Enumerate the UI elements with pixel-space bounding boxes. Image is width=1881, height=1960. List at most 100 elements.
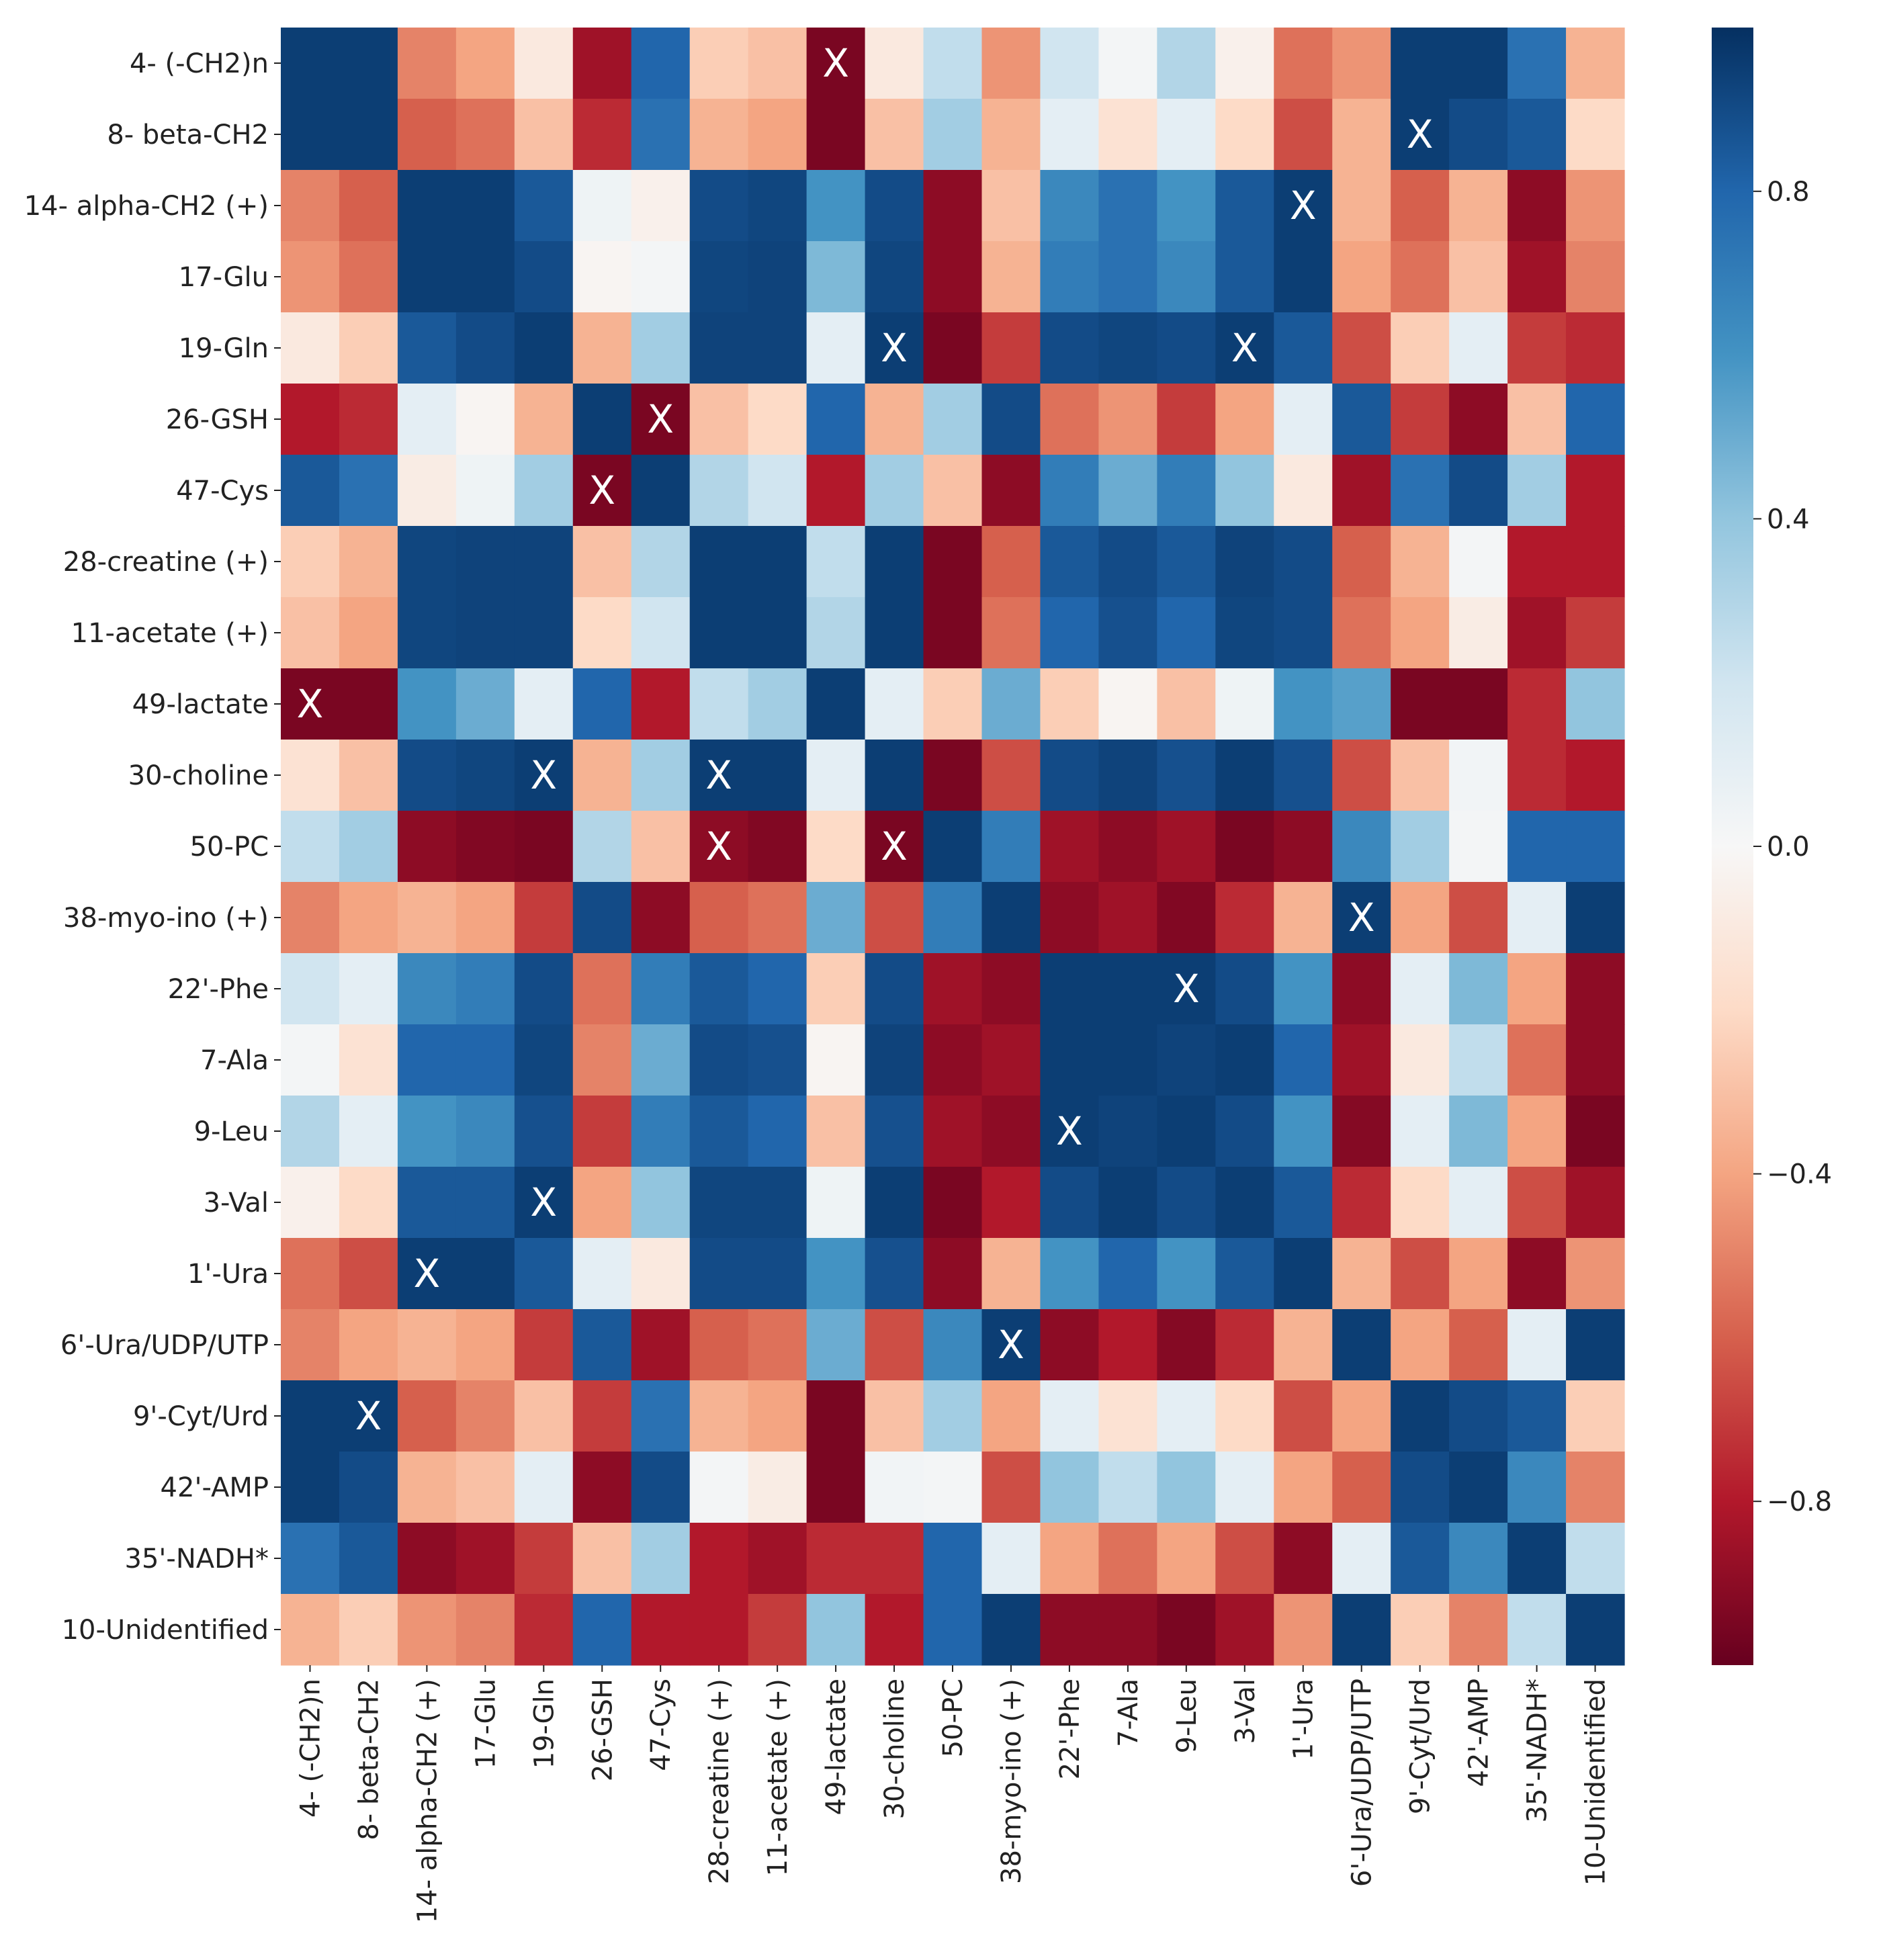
heatmap-cell: [1391, 740, 1450, 811]
heatmap-cell: [455, 811, 515, 883]
heatmap-cell: [1449, 597, 1508, 669]
heatmap-cell: [572, 1167, 632, 1239]
heatmap-cell: [806, 1452, 866, 1523]
heatmap-cell: [806, 28, 866, 99]
heatmap-cell: [1040, 1452, 1099, 1523]
y-tick-label: 50-PC: [190, 832, 269, 862]
heatmap-cell: [1157, 953, 1216, 1025]
heatmap-cell: [1449, 740, 1508, 811]
y-tick-label: 3-Val: [204, 1188, 269, 1218]
x-marker: X: [881, 325, 908, 371]
heatmap-cell: [281, 953, 340, 1025]
heatmap-cell: [1332, 384, 1391, 455]
colorbar-tick-label: 0.0: [1767, 832, 1810, 862]
heatmap-cell: [631, 740, 691, 811]
heatmap-cell: [1449, 953, 1508, 1025]
heatmap-cell: [1215, 526, 1274, 598]
heatmap-cell: [1566, 28, 1625, 99]
heatmap-cell: [748, 1523, 807, 1595]
heatmap-cell: [689, 28, 749, 99]
heatmap-cell: [1332, 28, 1391, 99]
heatmap-cell: [865, 99, 924, 171]
heatmap-cell: [1449, 811, 1508, 883]
heatmap-cell: [455, 1594, 515, 1666]
heatmap-cell: [1040, 384, 1099, 455]
heatmap-cell: [865, 1452, 924, 1523]
heatmap-cell: [1391, 1309, 1450, 1381]
heatmap-cell: [339, 1096, 398, 1167]
heatmap-cell: [281, 668, 340, 740]
heatmap-cell: [631, 1380, 691, 1452]
heatmap-cell: [339, 1452, 398, 1523]
colorbar-tick-label: −0.4: [1767, 1159, 1832, 1190]
heatmap-cell: [865, 668, 924, 740]
heatmap-cell: [1332, 882, 1391, 954]
heatmap-cell: [1040, 28, 1099, 99]
heatmap-cell: [748, 882, 807, 954]
heatmap-cell: [1507, 882, 1567, 954]
heatmap-cell: [1157, 811, 1216, 883]
heatmap-cell: [455, 241, 515, 313]
x-tick-label: 35'-NADH*: [1522, 1679, 1553, 1823]
heatmap-cell: [1157, 1380, 1216, 1452]
heatmap-cell: [1098, 1167, 1157, 1239]
heatmap-cell: [806, 811, 866, 883]
heatmap-cell: [514, 597, 574, 669]
heatmap-cell: [1449, 1167, 1508, 1239]
heatmap-cell: [1157, 597, 1216, 669]
heatmap-cell: [806, 384, 866, 455]
y-tick-label: 7-Ala: [200, 1045, 269, 1076]
heatmap-cell: [514, 384, 574, 455]
heatmap-cell: [865, 1523, 924, 1595]
heatmap-cell: [981, 455, 1041, 527]
heatmap-cell: [1274, 312, 1333, 384]
heatmap-cell: [1507, 668, 1567, 740]
heatmap-cell: [923, 597, 983, 669]
y-tick-label: 28-creatine (+): [63, 547, 269, 578]
heatmap-cell: [748, 1238, 807, 1310]
x-tick-label: 42'-AMP: [1464, 1679, 1495, 1787]
heatmap-cell: [1274, 1238, 1333, 1310]
heatmap-cell: [1274, 99, 1333, 171]
heatmap-cell: [981, 1024, 1041, 1096]
heatmap-cell: [514, 1238, 574, 1310]
heatmap-cell: [1391, 1167, 1450, 1239]
x-marker: X: [355, 1393, 382, 1439]
heatmap-cell: [1098, 1096, 1157, 1167]
heatmap-cell: [748, 1167, 807, 1239]
heatmap-cell: [1566, 740, 1625, 811]
heatmap-cell: [689, 1452, 749, 1523]
heatmap-cell: [1391, 28, 1450, 99]
x-tick-label: 8- beta-CH2: [353, 1679, 384, 1840]
heatmap-cell: [1157, 1167, 1216, 1239]
heatmap-cell: [1449, 1024, 1508, 1096]
heatmap-cell: [1274, 1452, 1333, 1523]
heatmap-cell: [748, 1309, 807, 1381]
heatmap-cell: [1449, 1096, 1508, 1167]
heatmap-cell: [281, 1238, 340, 1310]
heatmap-cell: [1040, 1238, 1099, 1310]
heatmap-cell: [1391, 241, 1450, 313]
heatmap-cell: [281, 1096, 340, 1167]
heatmap-cell: [631, 1594, 691, 1666]
heatmap-cell: [1332, 1452, 1391, 1523]
heatmap-cell: [1391, 1523, 1450, 1595]
heatmap-cell: [1215, 1238, 1274, 1310]
x-tick-label: 9'-Cyt/Urd: [1405, 1679, 1436, 1814]
heatmap-cell: [1566, 384, 1625, 455]
heatmap-cell: [455, 668, 515, 740]
heatmap-cell: [514, 1523, 574, 1595]
heatmap-cell: [923, 384, 983, 455]
heatmap-cell: [748, 455, 807, 527]
heatmap-cell: [923, 1594, 983, 1666]
x-marker: X: [530, 752, 557, 798]
heatmap-cell: [1157, 1096, 1216, 1167]
x-marker: X: [647, 396, 674, 442]
heatmap-cell: [689, 312, 749, 384]
heatmap-cell: [806, 1309, 866, 1381]
heatmap-cell: [689, 1024, 749, 1096]
heatmap-cell: [689, 1238, 749, 1310]
heatmap-cell: [281, 170, 340, 242]
y-tick-label: 49-lactate: [132, 689, 269, 720]
heatmap-cell: [981, 1309, 1041, 1381]
